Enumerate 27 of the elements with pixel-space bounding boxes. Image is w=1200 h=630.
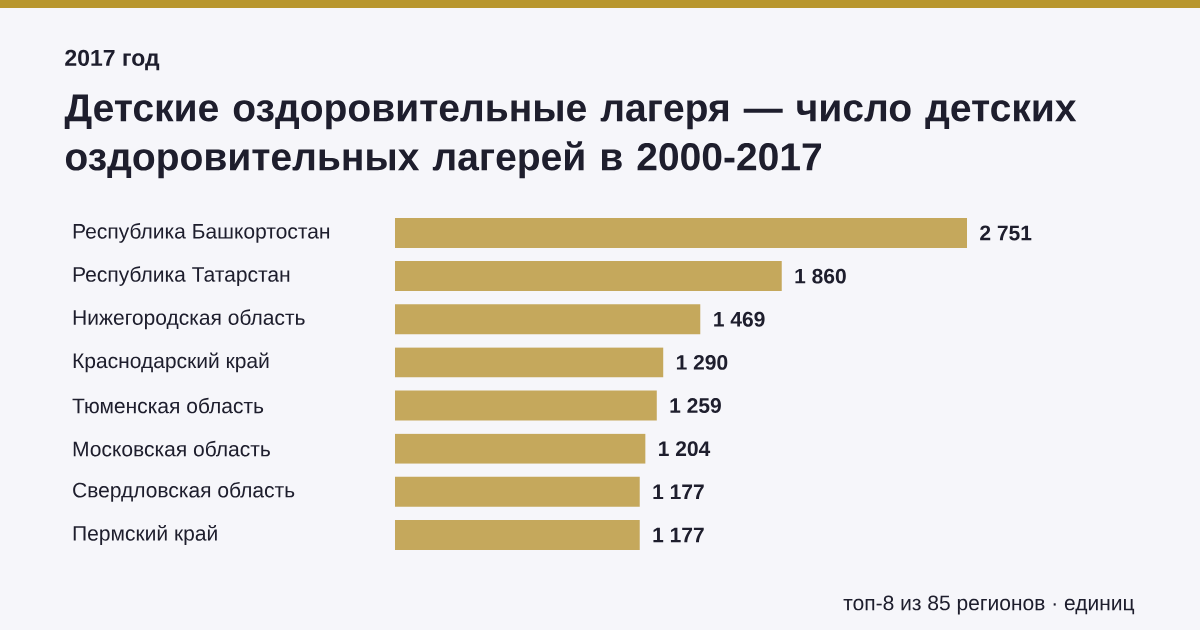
y-tick-label: Краснодарский край xyxy=(73,352,269,373)
bar xyxy=(395,304,701,335)
y-tick-label: Тюменская область xyxy=(72,397,264,414)
bar xyxy=(395,519,640,550)
data-label: 2 751 xyxy=(980,225,1032,241)
bar xyxy=(395,261,782,292)
y-tick-label: Московская область xyxy=(73,440,270,457)
data-label: 1 290 xyxy=(676,354,728,370)
chart-title: Детские оздоровительные лагеря — число детских оздоровительных лагерей в 2000-2017 xyxy=(64,94,1077,179)
bar xyxy=(395,433,646,464)
y-tick-label: Нижегородская область xyxy=(73,309,305,330)
y-tick-label: Республика Татарстан xyxy=(73,266,290,286)
data-label: 1 259 xyxy=(670,398,721,413)
y-tick-label: Республика Башкортостан xyxy=(73,223,330,243)
text: 2017 год xyxy=(65,49,160,71)
bar xyxy=(395,476,640,507)
data-label: 1 177 xyxy=(653,484,704,500)
data-label: 1 860 xyxy=(795,268,846,284)
text: топ-8 из 85 регионов · единиц xyxy=(843,595,1135,615)
bar xyxy=(395,347,664,378)
y-tick-label: Пермский край xyxy=(73,524,217,545)
y-tick-label: Свердловская область xyxy=(73,481,295,502)
data-label: 1 469 xyxy=(714,311,765,327)
bar xyxy=(395,390,657,421)
data-label: 1 177 xyxy=(653,527,704,543)
data-label: 1 204 xyxy=(659,441,711,457)
bar xyxy=(395,217,967,248)
